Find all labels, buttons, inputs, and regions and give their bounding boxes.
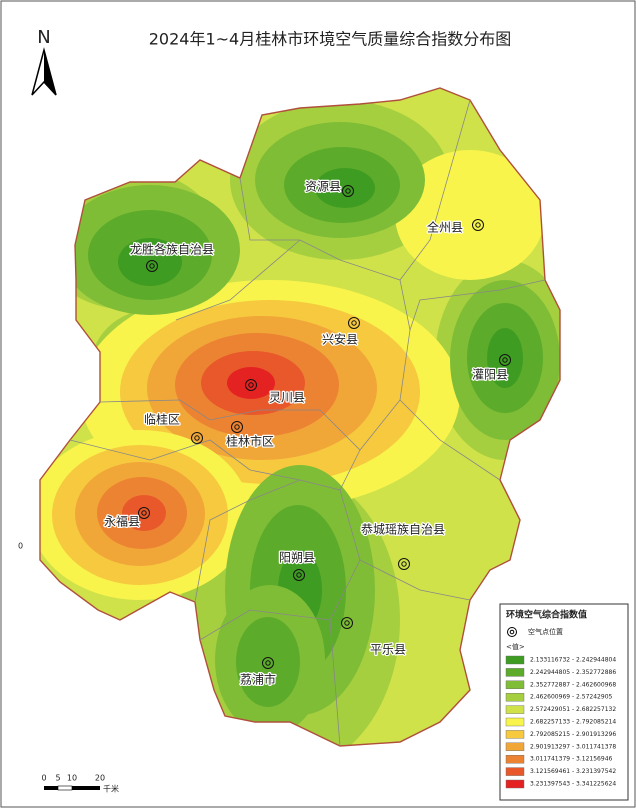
legend-site-icon <box>509 629 515 635</box>
place-label: 灌阳县 <box>472 368 508 382</box>
site-marker <box>472 219 484 231</box>
site-marker <box>499 354 511 366</box>
site-marker <box>398 558 410 570</box>
legend-swatch <box>505 717 525 727</box>
scale-tick-label: 20 <box>95 774 105 783</box>
site-marker <box>475 222 481 228</box>
site-marker <box>401 561 407 567</box>
place-label: 恭城瑶族自治县 <box>361 523 445 537</box>
site-marker <box>234 424 240 430</box>
legend-swatch <box>505 668 525 677</box>
place-label: 龙胜各族自治县 <box>130 242 214 257</box>
scale-unit: 千米 <box>103 784 119 794</box>
site-marker <box>231 421 243 433</box>
legend-range: 3.231397543 - 3.341225624 <box>530 781 616 788</box>
map-title: 2024年1~4月桂林市环境空气质量综合指数分布图 <box>149 30 512 49</box>
legend-range: 2.133116732 - 2.242944804 <box>530 657 616 664</box>
site-marker <box>149 263 155 269</box>
legend-site-icon <box>507 627 517 637</box>
place-label: 全州县 <box>427 220 463 235</box>
site-marker <box>248 382 254 388</box>
legend-range: 2.572429051 - 2.682257132 <box>530 706 616 713</box>
contour-zone <box>395 150 545 280</box>
legend-swatch <box>505 693 525 702</box>
legend-swatch <box>505 680 525 689</box>
contour-zone <box>236 617 300 707</box>
site-marker <box>351 320 357 326</box>
legend-range: 3.011741379 - 3.12156946 <box>530 756 613 763</box>
place-label: 永福县 <box>104 514 140 529</box>
site-marker <box>296 572 302 578</box>
site-marker <box>502 357 508 363</box>
sites: 资源县全州县龙胜各族自治县兴安县灌阳县灵川县临桂区桂林市区永福县恭城瑶族自治县阳… <box>103 178 511 688</box>
site-marker <box>265 660 271 666</box>
legend-value-header: <值> <box>506 642 525 651</box>
contour-zone <box>122 495 166 531</box>
legend-swatch <box>505 730 525 739</box>
contour-zone <box>118 238 182 286</box>
legend-swatch <box>505 755 525 764</box>
scale-seg <box>44 786 58 790</box>
legend-range: 3.121569461 - 3.231397542 <box>530 768 616 775</box>
legend-range: 2.792085215 - 2.901913296 <box>530 731 616 738</box>
legend: 环境空气综合指数值 空气点位置 <值> 2.133116732 - 2.2429… <box>499 603 629 801</box>
legend-range: 2.901913297 - 3.011741378 <box>530 743 616 750</box>
scale-seg <box>57 785 73 791</box>
legend-swatch <box>505 767 525 776</box>
site-marker <box>141 510 147 516</box>
scale-tick-label: 5 <box>55 774 60 783</box>
north-arrow-fill <box>44 50 56 95</box>
contour-zone <box>315 168 375 208</box>
legend-title: 环境空气综合指数值 <box>506 609 587 621</box>
scale-tick-label: 0 <box>41 774 46 783</box>
site-marker <box>262 657 274 669</box>
legend-box <box>499 603 629 801</box>
site-marker <box>138 507 150 519</box>
place-label: 平乐县 <box>370 643 406 657</box>
place-label: 荔浦市 <box>240 672 276 687</box>
legend-swatch <box>505 655 525 665</box>
place-label: 灵川县 <box>269 391 305 405</box>
legend-site-label: 空气点位置 <box>528 627 563 636</box>
site-marker <box>245 379 257 391</box>
legend-range: 2.242944805 - 2.352772886 <box>530 669 616 676</box>
site-marker <box>194 435 200 441</box>
place-label: 临桂区 <box>144 412 180 427</box>
site-marker <box>344 620 350 626</box>
legend-items: 2.133116732 - 2.242944804 2.242944805 - 2… <box>505 655 616 789</box>
site-marker <box>341 617 353 629</box>
scale-seg <box>72 786 100 790</box>
legend-swatch <box>505 705 525 714</box>
place-label: 阳朔县 <box>279 550 315 565</box>
site-marker <box>191 432 203 444</box>
place-label: 兴安县 <box>322 332 358 347</box>
site-marker <box>345 188 351 194</box>
place-label: 资源县 <box>305 180 341 194</box>
legend-range: 2.682257133 - 2.792085214 <box>530 719 616 726</box>
edge-label: 0 <box>18 542 23 551</box>
site-marker <box>293 569 305 581</box>
north-label: N <box>37 27 50 48</box>
site-marker <box>348 317 360 329</box>
legend-range: 2.462600969 - 2.57242905 <box>530 694 613 701</box>
legend-range: 2.352772887 - 2.462600968 <box>530 681 616 688</box>
legend-swatch <box>505 742 525 751</box>
site-marker <box>342 185 354 197</box>
scale-tick-label: 10 <box>67 774 77 783</box>
legend-swatch <box>505 779 525 789</box>
county-boundaries <box>69 99 546 747</box>
place-label: 桂林市区 <box>226 434 274 449</box>
site-marker <box>146 260 158 272</box>
